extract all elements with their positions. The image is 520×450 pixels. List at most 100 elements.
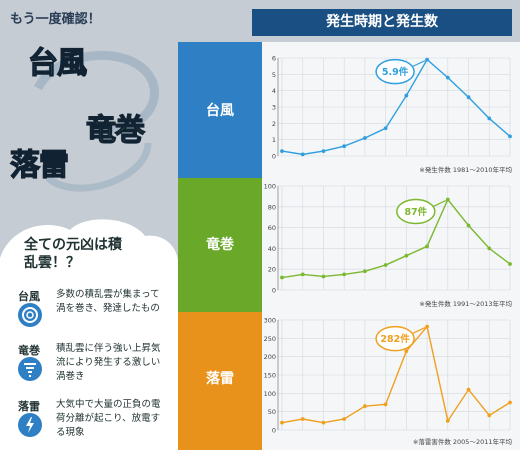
plot-background (262, 178, 520, 312)
lightning-data-point (300, 417, 305, 421)
tornado-peak-label: 87件 (404, 206, 427, 218)
lightning-data-point (342, 417, 347, 421)
lightning-data-point (404, 349, 409, 354)
tornado-data-point (445, 197, 450, 202)
tornado-data-point (321, 274, 326, 279)
cloud-title: 全ての元凶は積乱雲！？ (24, 237, 122, 271)
lightning-person-icon (18, 413, 42, 437)
lightning-data-point (445, 418, 450, 423)
typhoon-label-text: 台風 (206, 103, 234, 119)
typhoon-plot: 0 1 2 3 4 5 6 5.9件 (262, 42, 520, 178)
storm-swirl-illustration (33, 50, 159, 192)
lightning-data-point (321, 420, 326, 425)
y-tick-label: 0 (272, 287, 276, 295)
cause-name: 竜巻 (18, 344, 40, 357)
lightning-chart: 0 50 100 150 200 250 300 282件 (262, 312, 520, 450)
typhoon-data-point (321, 149, 326, 153)
lightning-peak-label: 282件 (380, 333, 410, 345)
cause-description: 積乱雲に伴う強い上昇気流により発生する激しい渦巻き (56, 343, 161, 382)
y-tick-label: 100 (264, 183, 276, 191)
y-tick-label: 60 (268, 224, 276, 232)
typhoon-data-point (508, 134, 512, 139)
tornado-data-point (425, 244, 429, 249)
y-tick-label: 50 (268, 408, 276, 416)
typhoon-peak-callout (375, 58, 415, 85)
tornado-band: 竜巻 0 20 40 60 80 100 87件 ※発生件数 1991〜2013年平均 (178, 178, 520, 312)
y-tick-label: 1 (272, 136, 276, 144)
lightning-data-point (508, 400, 512, 405)
typhoon-swirl-icon (18, 303, 42, 327)
y-tick-label: 200 (264, 353, 276, 361)
cause-description: 多数の積乱雲が集まって渦を巻き、発達したもの (56, 289, 160, 314)
tornado-note: ※発生件数 1991〜2013年平均 (419, 300, 512, 308)
y-tick-label: 0 (272, 153, 276, 161)
lightning-data-point (487, 413, 492, 418)
typhoon-data-point (404, 93, 409, 98)
lightning-data-point (383, 402, 388, 407)
typhoon-data-point (383, 126, 388, 131)
tornado-chart: 0 20 40 60 80 100 87件 (262, 178, 520, 312)
y-tick-label: 150 (264, 372, 276, 380)
lightning-series-line (281, 325, 511, 424)
tornado-data-point (383, 263, 388, 267)
tornado-data-point (280, 275, 284, 280)
typhoon-data-point (342, 144, 347, 149)
y-tick-label: 40 (268, 245, 276, 253)
word-lightning: 落雷 (9, 147, 69, 183)
y-tick-label: 80 (268, 203, 276, 211)
typhoon-band: 台風 0 1 2 3 4 5 6 5.9件 ※発生件数 1981〜2010年平均 (178, 42, 520, 178)
tornado-plot: 0 20 40 60 80 100 87件 (262, 178, 520, 312)
typhoon-series-line (281, 58, 511, 156)
lightning-data-point (363, 404, 367, 409)
typhoon-data-point (363, 136, 367, 140)
y-tick-label: 4 (272, 87, 276, 95)
typhoon-data-point (300, 152, 305, 157)
cause-description: 大気中で大量の正負の電荷分離が起こり、放電する現象 (56, 399, 161, 438)
y-tick-label: 6 (272, 55, 276, 63)
panel-header: 発生時期と発生数 (252, 9, 512, 36)
tornado-data-point (487, 246, 492, 251)
word-tornado: 竜巻 (85, 112, 145, 148)
y-tick-label: 250 (264, 335, 276, 343)
cause-name: 台風 (18, 290, 40, 303)
typhoon-data-point (445, 75, 450, 80)
tagline: もう一度確認！ (10, 12, 101, 27)
typhoon-data-point (466, 95, 471, 100)
typhoon-data-point (425, 57, 429, 62)
y-tick-label: 20 (268, 266, 276, 274)
lightning-data-point (280, 420, 284, 425)
tornado-series-line (281, 198, 511, 279)
typhoon-data-point (487, 116, 492, 121)
lightning-data-point (425, 324, 429, 329)
tornado-data-point (404, 253, 409, 258)
chart-panel: 発生時期と発生数 1月2月3月4月5月6月7月8月9月10月11月12月 台風 … (178, 0, 520, 450)
cause-name: 落雷 (18, 400, 40, 413)
y-tick-label: 5 (272, 71, 276, 79)
tornado-data-point (342, 272, 347, 277)
tornado-label-text: 竜巻 (206, 237, 234, 253)
tornado-icon (18, 357, 42, 381)
y-tick-label: 0 (272, 427, 276, 435)
cloud-background (0, 219, 178, 450)
left-column: もう一度確認！ 台風 竜巻 落雷 全ての元凶は積乱雲！？ 台風 多数の積乱雲が集… (0, 0, 178, 450)
y-tick-label: 3 (272, 104, 276, 112)
typhoon-chart: 0 1 2 3 4 5 6 5.9件 (262, 42, 520, 178)
typhoon-data-point (280, 149, 284, 153)
tornado-label: 竜巻 (178, 178, 262, 312)
typhoon-peak-label: 5.9件 (382, 66, 409, 78)
lightning-plot: 0 50 100 150 200 250 300 282件 (262, 312, 520, 450)
typhoon-label: 台風 (178, 42, 262, 178)
tornado-data-point (466, 223, 471, 228)
lightning-band: 落雷 0 50 100 150 200 250 300 282件 ※落雷害件数 2005〜20… (178, 312, 520, 450)
lightning-label: 落雷 (178, 312, 262, 450)
y-tick-label: 100 (264, 390, 276, 398)
tornado-peak-callout (396, 198, 436, 225)
typhoon-note: ※発生件数 1981〜2010年平均 (419, 166, 512, 174)
word-typhoon: 台風 (27, 45, 87, 81)
lightning-peak-callout (375, 325, 415, 352)
lightning-note: ※落雷害件数 2005〜2011年平均 (412, 438, 512, 446)
tornado-data-point (300, 272, 305, 277)
tornado-data-point (508, 262, 512, 266)
y-tick-label: 2 (272, 120, 276, 128)
